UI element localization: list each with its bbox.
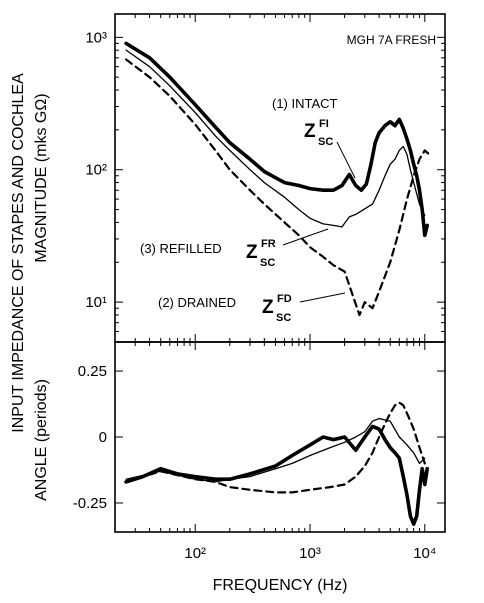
figure-title: MGH 7A FRESH bbox=[347, 33, 436, 47]
annotation-refilled-z-sub: SC bbox=[260, 257, 275, 269]
magnitude-series-intact bbox=[124, 41, 430, 238]
annotation-intact: (1) INTACT Z FI SC bbox=[272, 96, 356, 179]
annotation-drained-z: Z bbox=[262, 297, 274, 318]
annotation-intact-z-sup: FI bbox=[319, 118, 329, 130]
annotation-refilled-z-sup: FR bbox=[261, 238, 276, 250]
annotation-drained-z-sup: FD bbox=[277, 293, 292, 305]
annotation-intact-z: Z bbox=[304, 121, 316, 142]
annotation-intact-z-sub: SC bbox=[318, 136, 333, 148]
angle-panel-frame bbox=[114, 341, 446, 533]
annotation-drained: (2) DRAINED Z FD SC bbox=[158, 292, 346, 324]
angle-x-tick-label: 10⁴ bbox=[413, 545, 436, 562]
angle-y-tick-label: -0.25 bbox=[73, 495, 107, 512]
angle-series bbox=[124, 401, 430, 526]
angle-x-tick-label: 10³ bbox=[299, 545, 321, 562]
magnitude-y-tick-label: 10² bbox=[85, 162, 107, 179]
magnitude-series-refilled bbox=[125, 49, 426, 228]
annotation-intact-text: (1) INTACT bbox=[272, 96, 338, 111]
annotation-refilled-text: (3) REFILLED bbox=[140, 241, 222, 256]
angle-series-drained bbox=[124, 401, 426, 494]
angle-series-refilled bbox=[125, 417, 426, 483]
annotation-drained-text: (2) DRAINED bbox=[158, 295, 236, 310]
annotation-refilled: (3) REFILLED Z FR SC bbox=[140, 228, 329, 269]
annotation-intact-leader bbox=[336, 141, 356, 179]
magnitude-y-tick-label: 10³ bbox=[85, 29, 107, 46]
magnitude-y-axis-label: MAGNITUDE (mks GΩ) bbox=[33, 93, 50, 262]
angle-ticks: 10² 10³ 10⁴ 0.25 0 -0.25 bbox=[73, 342, 445, 562]
angle-y-axis-label: ANGLE (periods) bbox=[33, 379, 50, 501]
angle-y-tick-label: 0.25 bbox=[78, 363, 107, 380]
annotation-drained-z-sub: SC bbox=[276, 312, 291, 324]
angle-y-tick-label: 0 bbox=[99, 429, 107, 446]
magnitude-ticks: 10¹ 10² 10³ bbox=[85, 14, 445, 343]
annotation-drained-leader bbox=[299, 292, 346, 303]
x-axis-label: FREQUENCY (Hz) bbox=[213, 577, 348, 594]
annotation-refilled-leader bbox=[282, 228, 329, 246]
annotation-refilled-z: Z bbox=[246, 242, 258, 263]
magnitude-y-tick-label: 10¹ bbox=[85, 294, 107, 311]
magnitude-series bbox=[124, 41, 431, 317]
angle-series-intact bbox=[124, 424, 430, 526]
angle-x-tick-label: 10² bbox=[184, 545, 206, 562]
magnitude-series-drained bbox=[124, 58, 431, 317]
outer-y-axis-label: INPUT IMPEDANCE OF STAPES AND COCHLEA bbox=[10, 73, 27, 433]
